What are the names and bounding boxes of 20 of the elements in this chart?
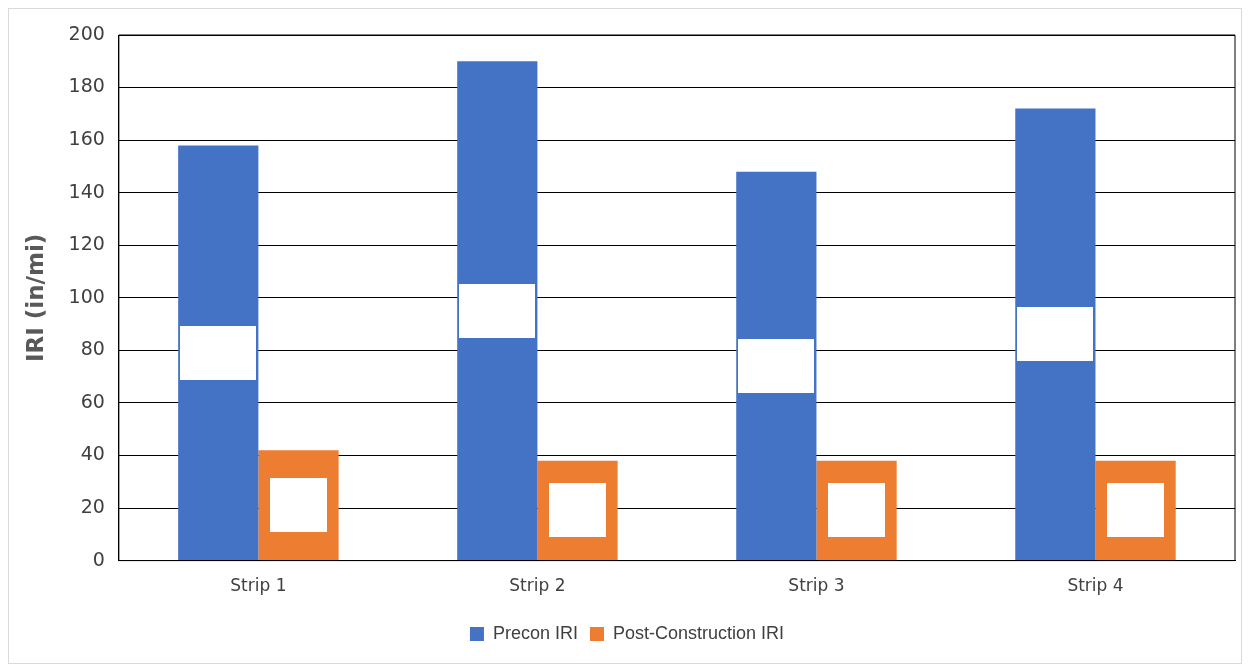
x-tick-label: Strip 1 — [230, 575, 287, 596]
y-axis-title: IRI (in/mi) — [21, 233, 48, 362]
legend-label: Post-Construction IRI — [612, 622, 785, 643]
y-tick-label: 200 — [68, 21, 105, 44]
y-tick-label: 180 — [68, 74, 105, 97]
y-tick-label: 80 — [80, 337, 105, 360]
x-tick-label: Strip 3 — [788, 575, 845, 596]
y-tick-label: 60 — [80, 389, 105, 412]
y-tick-label: 40 — [80, 442, 105, 465]
y-tick-label: 120 — [68, 232, 105, 255]
x-tick-label: Strip 4 — [1067, 575, 1124, 596]
y-tick-label: 20 — [80, 494, 105, 517]
legend-label: Precon IRI — [492, 622, 578, 643]
bar — [1015, 108, 1096, 561]
y-tick-label: 0 — [92, 547, 105, 570]
x-tick-label: Strip 2 — [509, 575, 566, 596]
y-tick-label: 100 — [68, 284, 105, 307]
y-tick-label: 140 — [68, 179, 105, 202]
bar — [457, 61, 538, 561]
y-tick-label: 160 — [68, 127, 105, 150]
